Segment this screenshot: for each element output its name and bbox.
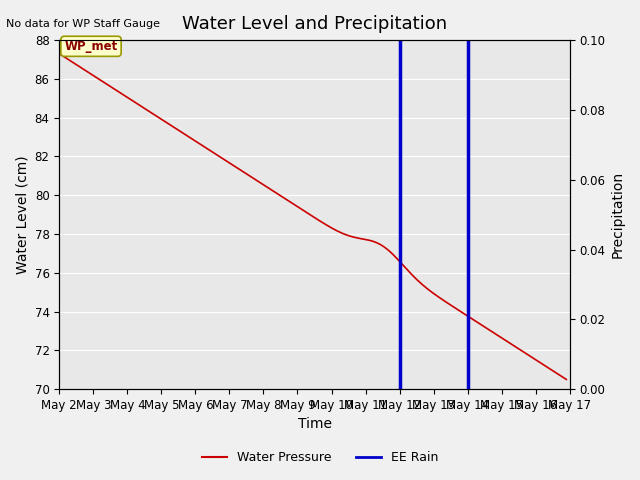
X-axis label: Time: Time	[298, 418, 332, 432]
Y-axis label: Water Level (cm): Water Level (cm)	[15, 156, 29, 274]
Title: Water Level and Precipitation: Water Level and Precipitation	[182, 15, 447, 33]
Text: No data for WP Staff Gauge: No data for WP Staff Gauge	[6, 19, 161, 29]
Legend: Water Pressure, EE Rain: Water Pressure, EE Rain	[196, 446, 444, 469]
Y-axis label: Precipitation: Precipitation	[611, 171, 625, 258]
Text: WP_met: WP_met	[65, 40, 118, 53]
